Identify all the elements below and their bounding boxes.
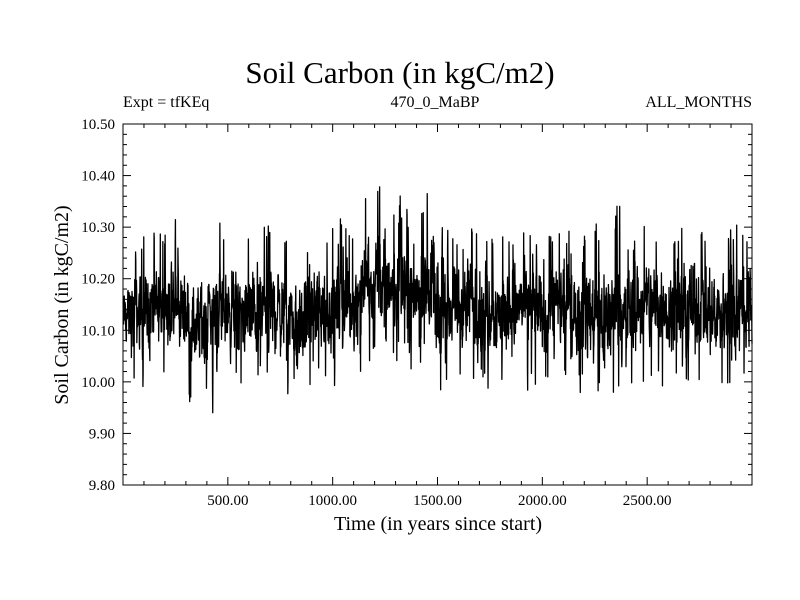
months-label: ALL_MONTHS: [645, 94, 752, 111]
x-tick-label: 1000.00: [308, 493, 357, 509]
y-tick-label: 9.80: [89, 478, 115, 494]
soil-carbon-line: [122, 186, 753, 414]
y-tick-label: 10.30: [81, 220, 115, 236]
y-tick-label: 10.00: [81, 375, 115, 391]
period-label: 470_0_MaBP: [390, 94, 480, 111]
y-tick-label: 10.50: [81, 117, 115, 133]
chart-title: Soil Carbon (in kgC/m2): [245, 55, 555, 90]
axis-ticks: 500.00 1000.00 1500.00 2000.00 2500.00 9.80 9.…: [81, 117, 752, 509]
series-line: [122, 186, 753, 414]
x-tick-label: 2500.00: [623, 493, 672, 509]
experiment-label: Expt = tfKEq: [123, 94, 210, 111]
x-axis-label: Time (in years since start): [333, 513, 543, 535]
y-tick-label: 10.10: [81, 323, 115, 339]
x-tick-label: 1500.00: [413, 493, 462, 509]
y-tick-label: 9.90: [89, 426, 115, 442]
x-tick-label: 500.00: [207, 493, 248, 509]
y-tick-label: 10.40: [81, 169, 115, 185]
x-tick-label: 2000.00: [518, 493, 567, 509]
y-tick-label: 10.20: [81, 272, 115, 288]
y-axis-label: Soil Carbon (in kgC/m2): [51, 205, 73, 405]
